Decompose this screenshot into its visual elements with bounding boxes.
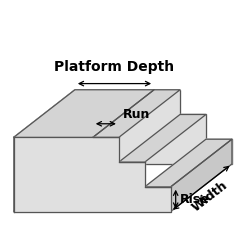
- Polygon shape: [75, 90, 232, 164]
- Polygon shape: [119, 114, 206, 162]
- Polygon shape: [145, 139, 232, 187]
- Text: Platform Depth: Platform Depth: [54, 60, 174, 74]
- Polygon shape: [14, 90, 75, 212]
- Polygon shape: [14, 137, 171, 212]
- Polygon shape: [14, 90, 154, 137]
- Text: Run: Run: [122, 108, 150, 121]
- Text: Rise: Rise: [180, 193, 209, 206]
- Polygon shape: [171, 139, 232, 212]
- Text: Width: Width: [190, 178, 230, 214]
- Polygon shape: [93, 90, 180, 137]
